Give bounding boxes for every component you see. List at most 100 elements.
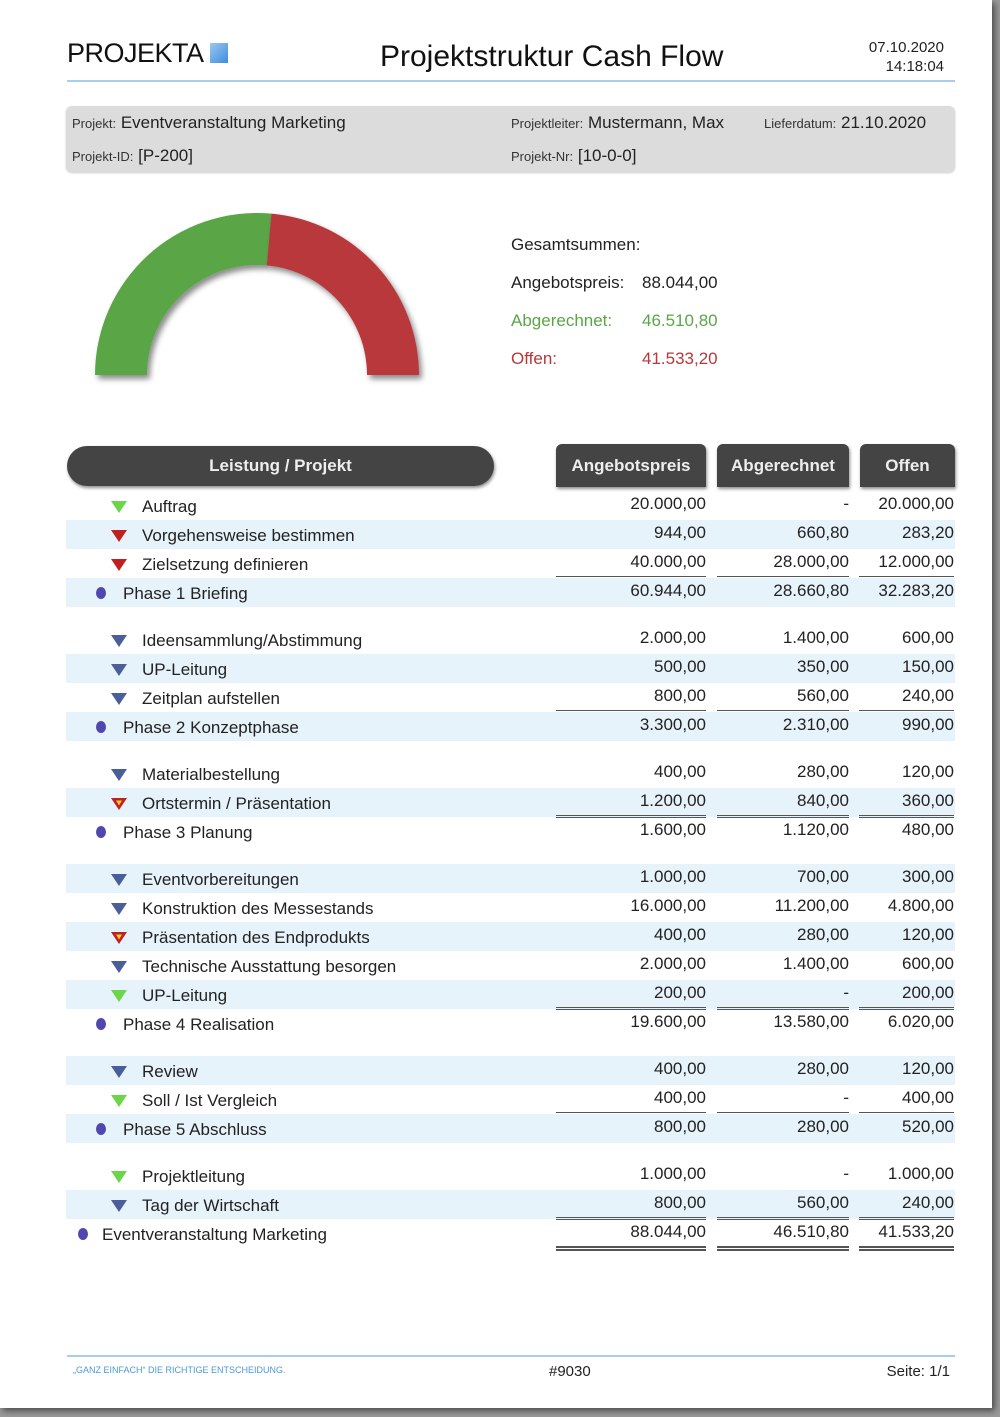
row-label: Phase 2 Konzeptphase: [123, 718, 299, 737]
blue-triangle-icon: [111, 874, 127, 886]
abgerechnet-cell: 280,00: [797, 1059, 849, 1078]
abgerechnet-cell: 560,00: [717, 686, 849, 713]
summary-offen-label: Offen:: [511, 349, 557, 368]
phase-dot-icon: [96, 1018, 106, 1030]
angebotspreis-cell: 400,00: [556, 1088, 706, 1115]
row-label: Konstruktion des Messestands: [142, 899, 374, 918]
column-header-offen: Offen: [860, 444, 955, 487]
project-total-row: Eventveranstaltung Marketing 88.044,00 46.…: [66, 1219, 955, 1251]
row-label: Präsentation des Endprodukts: [142, 928, 370, 947]
phase-subtotal-row: Phase 3 Planung 1.600,00 1.120,00 480,00: [66, 817, 955, 846]
abgerechnet-cell: 660,80: [797, 523, 849, 542]
table-row: UP-Leitung 200,00-200,00: [66, 980, 955, 1010]
abgerechnet-cell: 560,00: [717, 1193, 849, 1220]
table-row: Ortstermin / Präsentation 1.200,00 840,00 3…: [66, 788, 955, 818]
column-header-abgerechnet: Abgerechnet: [717, 444, 849, 487]
offen-cell: 20.000,00: [878, 494, 954, 513]
info-lieferdatum: Lieferdatum: 21.10.2020: [764, 113, 926, 133]
offen-cell: 240,00: [859, 686, 954, 713]
angebotspreis-cell: 2.000,00: [639, 628, 706, 647]
table-row: Zielsetzung definieren 40.000,00 28.000,00…: [66, 549, 955, 579]
row-label: Phase 5 Abschluss: [123, 1120, 267, 1139]
table-row: Eventvorbereitungen 1.000,00 700,00 300,00: [66, 864, 955, 893]
abgerechnet-cell: -: [843, 1164, 849, 1183]
abgerechnet-cell: 280,00: [797, 1117, 849, 1136]
summary-angebot-value: 88.044,00: [642, 273, 718, 292]
angebotspreis-cell: 400,00: [654, 1059, 706, 1078]
abgerechnet-cell: -: [717, 1088, 849, 1115]
gauge-abgerechnet-segment: [95, 212, 272, 375]
abgerechnet-cell: 11.200,00: [774, 896, 849, 915]
phase-subtotal-row: Phase 5 Abschluss 800,00 280,00 520,00: [66, 1114, 955, 1143]
red-triangle-icon: [111, 559, 127, 571]
angebotspreis-cell: 800,00: [556, 686, 706, 713]
info-label: Projekt:: [72, 116, 117, 131]
row-label: Zeitplan aufstellen: [142, 689, 280, 708]
table-row: Technische Ausstattung besorgen 2.000,00 1…: [66, 951, 955, 980]
table-row: Vorgehensweise bestimmen 944,00 660,80 283,…: [66, 520, 955, 549]
offen-cell: 120,00: [902, 1059, 954, 1078]
info-value: [10-0-0]: [577, 146, 637, 165]
offen-cell: 1.000,00: [887, 1164, 954, 1183]
angebotspreis-cell: 500,00: [654, 657, 706, 676]
summary-title: Gesamtsummen:: [511, 235, 641, 254]
table-row: Ideensammlung/Abstimmung 2.000,00 1.400,00…: [66, 625, 955, 654]
logo-square-icon: [209, 43, 228, 63]
angebotspreis-cell: 800,00: [654, 1117, 706, 1136]
phase-dot-icon: [96, 587, 106, 599]
abgerechnet-cell: 350,00: [797, 657, 849, 676]
abgerechnet-cell: 28.000,00: [717, 552, 849, 579]
row-label: UP-Leitung: [142, 660, 228, 679]
footer-code: #9030: [549, 1363, 591, 1380]
abgerechnet-cell: 280,00: [797, 925, 849, 944]
abgerechnet-cell: 13.580,00: [773, 1012, 849, 1031]
row-label: UP-Leitung: [142, 986, 228, 1005]
info-projektleiter: Projektleiter: Mustermann, Max: [511, 113, 724, 133]
column-header-leistung: Leistung / Projekt: [67, 446, 494, 486]
abgerechnet-cell: 2.310,00: [782, 715, 849, 734]
blue-triangle-icon: [111, 769, 127, 781]
row-label: Materialbestellung: [142, 765, 280, 784]
table-row: Präsentation des Endprodukts 400,00 280,00…: [66, 922, 955, 951]
info-value: 21.10.2020: [841, 113, 927, 132]
phase-subtotal-row: Phase 2 Konzeptphase 3.300,00 2.310,00 990,…: [66, 712, 955, 741]
phase-dot-icon: [78, 1228, 88, 1240]
phase-subtotal-row: Phase 1 Briefing 60.944,00 28.660,80 32.283…: [66, 578, 955, 607]
table-row: Zeitplan aufstellen 800,00 560,00 240,00: [66, 683, 955, 713]
gauge-offen-segment: [266, 213, 420, 375]
angebotspreis-cell: 1.200,00: [556, 791, 706, 818]
row-label: Review: [142, 1062, 198, 1081]
info-projekt: Projekt: Eventveranstaltung Marketing: [72, 113, 346, 133]
abgerechnet-cell: 700,00: [797, 867, 849, 886]
row-label: Eventveranstaltung Marketing: [102, 1225, 327, 1244]
row-label: Auftrag: [142, 497, 197, 516]
offen-cell: 480,00: [902, 820, 954, 839]
cash-flow-gauge: [95, 212, 420, 375]
table-row: Projektleitung 1.000,00 - 1.000,00: [66, 1161, 955, 1190]
table-row: Tag der Wirtschaft 800,00 560,00 240,00: [66, 1190, 955, 1220]
offen-cell: 150,00: [902, 657, 954, 676]
red-triangle-icon: [111, 530, 127, 542]
offen-cell: 200,00: [859, 983, 954, 1010]
offen-cell: 120,00: [902, 925, 954, 944]
angebotspreis-cell: 19.600,00: [630, 1012, 706, 1031]
angebotspreis-cell: 1.600,00: [639, 820, 706, 839]
offen-cell: 520,00: [902, 1117, 954, 1136]
row-label: Ortstermin / Präsentation: [142, 794, 331, 813]
projekta-logo: PROJEKTA: [67, 38, 228, 69]
offen-cell: 600,00: [902, 628, 954, 647]
row-label: Phase 1 Briefing: [123, 584, 248, 603]
footer-slogan: „GANZ EINFACH“ DIE RICHTIGE ENTSCHEIDUNG…: [73, 1365, 286, 1375]
table-row: UP-Leitung 500,00 350,00 150,00: [66, 654, 955, 683]
blue-triangle-icon: [111, 635, 127, 647]
report-datetime: 07.10.2020 14:18:04: [869, 38, 944, 76]
report-time: 14:18:04: [885, 58, 944, 75]
info-label: Projekt-ID:: [72, 149, 134, 164]
abgerechnet-cell: -: [843, 494, 849, 513]
abgerechnet-cell: 1.120,00: [782, 820, 849, 839]
offen-cell: 240,00: [859, 1193, 954, 1220]
offen-cell: 990,00: [902, 715, 954, 734]
info-value: Mustermann, Max: [587, 113, 725, 132]
header-divider: [67, 80, 955, 82]
table-row: Materialbestellung 400,00 280,00 120,00: [66, 759, 955, 788]
